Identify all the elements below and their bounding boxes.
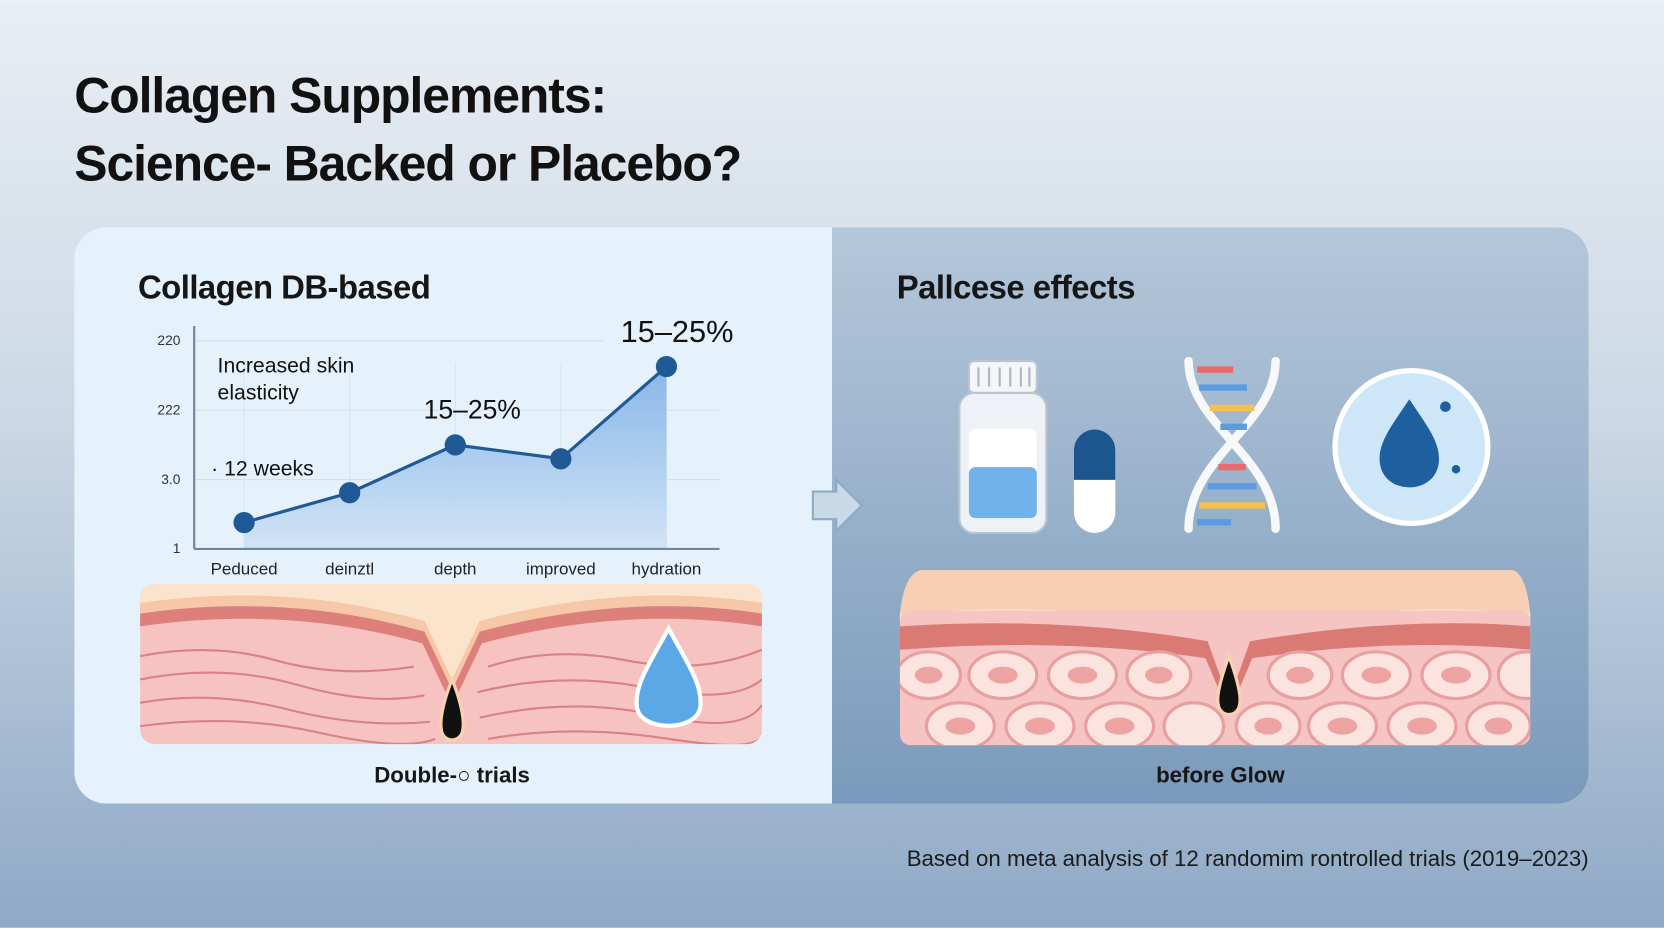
point xyxy=(655,355,678,378)
panel-caption: Double-○ trials xyxy=(374,762,530,787)
x-tick-label: Peduced xyxy=(211,559,278,578)
point xyxy=(444,434,466,456)
y-tick-label: 222 xyxy=(157,402,180,417)
y-tick-label: 3.0 xyxy=(161,472,180,487)
annotation: 15–25% xyxy=(424,394,521,424)
skin-illustration xyxy=(140,583,762,745)
x-tick-label: improved xyxy=(526,559,596,578)
annotation: Increased skin xyxy=(218,355,355,378)
point xyxy=(339,482,361,504)
panel-title: Collagen DB-based xyxy=(138,268,430,305)
chart: 1 3.0 222 220 Peduced deinztl depth improved hyd… xyxy=(157,314,733,578)
point xyxy=(550,448,572,470)
x-tick-label: deinztl xyxy=(325,559,374,578)
panel-caption: before Glow xyxy=(1156,762,1285,787)
annotation: 15–25% xyxy=(621,314,734,349)
point xyxy=(233,511,255,534)
title-line: Science- Backed or Placebo? xyxy=(74,136,741,192)
x-tick-label: depth xyxy=(434,559,476,578)
x-tick-label: hydration xyxy=(632,559,702,578)
arrow xyxy=(811,477,864,534)
y-tick-label: 1 xyxy=(173,541,181,556)
title-line: Collagen Supplements: xyxy=(74,68,606,124)
annotation: elasticity xyxy=(218,381,300,404)
y-tick-label: 220 xyxy=(157,333,180,348)
footnote: Based on meta analysis of 12 randomim ro… xyxy=(907,846,1589,871)
icons xyxy=(958,356,1491,535)
panel-title: Pallcese effects xyxy=(897,268,1135,305)
skin-block xyxy=(899,570,1531,746)
annotation: · 12 weeks xyxy=(211,458,314,481)
